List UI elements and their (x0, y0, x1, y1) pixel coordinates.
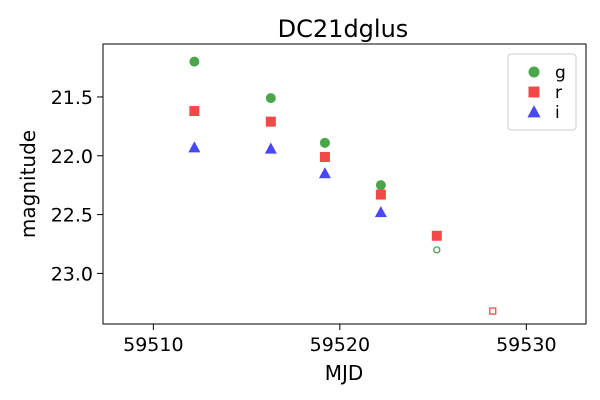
data-point-r (319, 151, 330, 162)
x-axis: 59510 59520 59530 (123, 324, 557, 356)
x-tick-label: 59520 (310, 334, 370, 356)
chart-title: DC21dglus (278, 15, 409, 43)
data-point-g (265, 93, 276, 104)
data-point-g (375, 180, 386, 191)
legend-marker-r (528, 86, 540, 98)
y-axis-label: magnitude (16, 130, 40, 238)
x-tick-label: 59510 (123, 334, 183, 356)
y-tick-label: 21.5 (51, 87, 93, 109)
data-point-r (375, 189, 386, 200)
y-tick-label: 22.0 (51, 146, 93, 168)
data-point-g (319, 137, 330, 148)
data-points (188, 56, 497, 315)
data-point-i (374, 206, 387, 218)
data-point-r (489, 307, 497, 315)
y-tick-label: 22.5 (51, 205, 93, 227)
legend-label-r: r (555, 83, 562, 103)
legend-box (507, 53, 577, 131)
plot-frame (102, 43, 587, 325)
y-tick-label: 23.0 (51, 263, 93, 285)
legend-label-i: i (555, 103, 560, 123)
data-point-i (264, 142, 277, 154)
data-point-g (189, 56, 200, 67)
legend-marker-g (528, 66, 540, 78)
data-point-g (433, 246, 441, 254)
data-point-i (188, 141, 201, 153)
legend: gri (507, 53, 577, 131)
data-point-r (265, 116, 276, 127)
legend-label-g: g (555, 63, 566, 83)
x-tick-label: 59530 (496, 334, 556, 356)
data-point-r (189, 106, 200, 117)
data-point-r (431, 230, 442, 241)
data-point-i (318, 167, 331, 179)
y-axis: 21.5 22.0 22.5 23.0 (51, 87, 103, 285)
x-axis-label: MJD (325, 361, 364, 385)
legend-marker-i (527, 105, 541, 118)
